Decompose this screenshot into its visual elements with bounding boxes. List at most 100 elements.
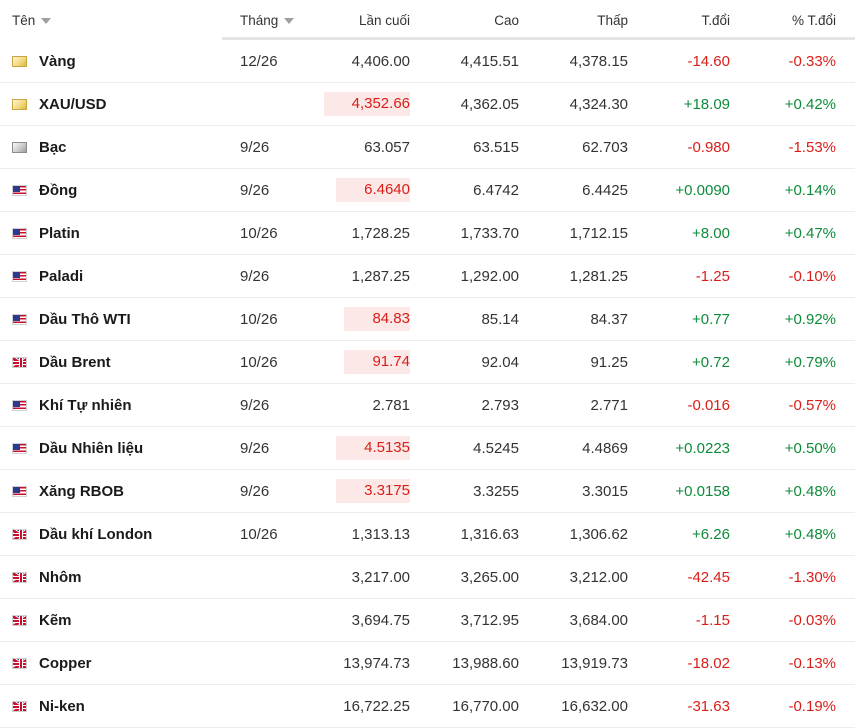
us-flag-icon [12,485,27,497]
row-name-cell[interactable]: Đồng [12,169,222,211]
sort-down-icon[interactable] [41,18,52,24]
instrument-name-link[interactable]: Ni-ken [39,697,85,715]
row-last-cell: 4.5135 [310,427,410,469]
row-name-cell[interactable]: Paladi [12,255,222,297]
row-month: 10/26 [240,310,278,328]
row-name-cell[interactable]: Dầu Thô WTI [12,298,222,340]
table-row[interactable]: Paladi 9/26 1,287.25 1,292.00 1,281.25 -1.25 -… [0,255,855,298]
instrument-name-link[interactable]: Vàng [39,52,76,70]
uk-flag-icon [12,614,27,626]
table-row[interactable]: Bạc 9/26 63.057 63.515 62.703 -0.980 -1.53% [0,126,855,169]
row-name-cell[interactable]: Kẽm [12,599,222,641]
row-last-cell: 4,406.00 [310,40,410,82]
row-name-cell[interactable]: Xăng RBOB [12,470,222,512]
table-row[interactable]: Copper 13,974.73 13,988.60 13,919.73 -18.02 -… [0,642,855,685]
row-low: 4,378.15 [569,52,628,70]
row-change-pct: +0.14% [784,181,836,199]
row-change: +0.72 [692,353,730,371]
instrument-name-link[interactable]: Dầu Thô WTI [39,310,131,328]
table-row[interactable]: Platin 10/26 1,728.25 1,733.70 1,712.15 +8.00… [0,212,855,255]
instrument-name-link[interactable]: Paladi [39,267,84,285]
row-high: 85.14 [481,310,519,328]
row-change-pct: -1.53% [788,138,836,156]
row-change-pct: -1.30% [788,568,836,586]
table-row[interactable]: Đồng 9/26 6.4640 6.4742 6.4425 +0.0090 +0.14% [0,169,855,212]
row-month: 10/26 [240,224,278,242]
column-header-low: Thấp [528,0,628,40]
instrument-name-link[interactable]: Kẽm [39,611,72,629]
column-header-change-pct: % T.đổi [740,0,836,40]
row-high: 92.04 [481,353,519,371]
instrument-name-link[interactable]: Dầu Nhiên liệu [39,439,144,457]
instrument-name-link[interactable]: XAU/USD [39,95,107,113]
row-name-cell[interactable]: Platin [12,212,222,254]
row-change: -0.980 [687,138,730,156]
row-last: 2.781 [372,396,410,414]
column-header-name[interactable]: Tên [12,0,222,40]
row-name-cell[interactable]: XAU/USD [12,83,222,125]
row-high: 1,292.00 [460,267,519,285]
row-last-cell: 3,694.75 [310,599,410,641]
table-row[interactable]: Vàng 12/26 4,406.00 4,415.51 4,378.15 -14.60 -… [0,40,855,83]
row-name-cell[interactable]: Dầu khí London [12,513,222,555]
row-low: 3,684.00 [569,611,628,629]
gold-icon [12,98,27,110]
row-last-cell: 3,217.00 [310,556,410,598]
row-change-pct: -0.33% [788,52,836,70]
row-name-cell[interactable]: Vàng [12,40,222,82]
instrument-name-link[interactable]: Copper [39,654,92,672]
row-high: 4,362.05 [460,95,519,113]
row-change: +0.77 [692,310,730,328]
row-change-pct: +0.42% [784,95,836,113]
row-last: 3,694.75 [351,611,410,629]
instrument-name-link[interactable]: Dầu Brent [39,353,111,371]
row-change: -18.02 [687,654,730,672]
instrument-name-link[interactable]: Bạc [39,138,67,156]
row-low: 6.4425 [582,181,628,199]
row-high: 2.793 [481,396,519,414]
row-name-cell[interactable]: Bạc [12,126,222,168]
row-month: 9/26 [240,439,270,457]
table-row[interactable]: Dầu Thô WTI 10/26 84.83 85.14 84.37 +0.77 +0.9… [0,298,855,341]
row-name-cell[interactable]: Dầu Nhiên liệu [12,427,222,469]
row-last: 3,217.00 [351,568,410,586]
table-row[interactable]: Ni-ken 16,722.25 16,770.00 16,632.00 -31.63 -… [0,685,855,728]
table-row[interactable]: Xăng RBOB 9/26 3.3175 3.3255 3.3015 +0.0158 +0… [0,470,855,513]
instrument-name-link[interactable]: Platin [39,224,80,242]
row-change-pct: +0.50% [784,439,836,457]
row-name-cell[interactable]: Ni-ken [12,685,222,727]
table-row[interactable]: XAU/USD 4,352.66 4,362.05 4,324.30 +18.09 +0.… [0,83,855,126]
row-high: 3,712.95 [460,611,519,629]
row-name-cell[interactable]: Dầu Brent [12,341,222,383]
row-month [240,83,310,125]
instrument-name-link[interactable]: Đồng [39,181,78,199]
row-change-pct: -0.13% [788,654,836,672]
row-month [240,556,310,598]
us-flag-icon [12,270,27,282]
instrument-name-link[interactable]: Khí Tự nhiên [39,396,132,414]
table-row[interactable]: Khí Tự nhiên 9/26 2.781 2.793 2.771 -0.016 -0.… [0,384,855,427]
row-month: 9/26 [240,181,270,199]
sort-down-icon[interactable] [284,18,295,24]
row-last: 16,722.25 [343,697,410,715]
us-flag-icon [12,227,27,239]
row-name-cell[interactable]: Copper [12,642,222,684]
row-last-cell: 3.3175 [310,470,410,512]
row-low: 16,632.00 [561,697,628,715]
table-row[interactable]: Dầu khí London 10/26 1,313.13 1,316.63 1,306… [0,513,855,556]
instrument-name-link[interactable]: Nhôm [39,568,82,586]
row-name-cell[interactable]: Khí Tự nhiên [12,384,222,426]
table-row[interactable]: Dầu Nhiên liệu 9/26 4.5135 4.5245 4.4869 +0.0… [0,427,855,470]
instrument-name-link[interactable]: Xăng RBOB [39,482,125,500]
table-row[interactable]: Kẽm 3,694.75 3,712.95 3,684.00 -1.15 -0.03% [0,599,855,642]
row-name-cell[interactable]: Nhôm [12,556,222,598]
column-header-month[interactable]: Tháng [240,0,310,40]
table-row[interactable]: Dầu Brent 10/26 91.74 92.04 91.25 +0.72 +0.79% [0,341,855,384]
table-row[interactable]: Nhôm 3,217.00 3,265.00 3,212.00 -42.45 -1.30% [0,556,855,599]
column-header-high-label: Cao [494,12,519,28]
instrument-name-link[interactable]: Dầu khí London [39,525,153,543]
row-high: 63.515 [473,138,519,156]
column-header-change: T.đổi [638,0,730,40]
row-last: 3.3175 [336,479,410,503]
